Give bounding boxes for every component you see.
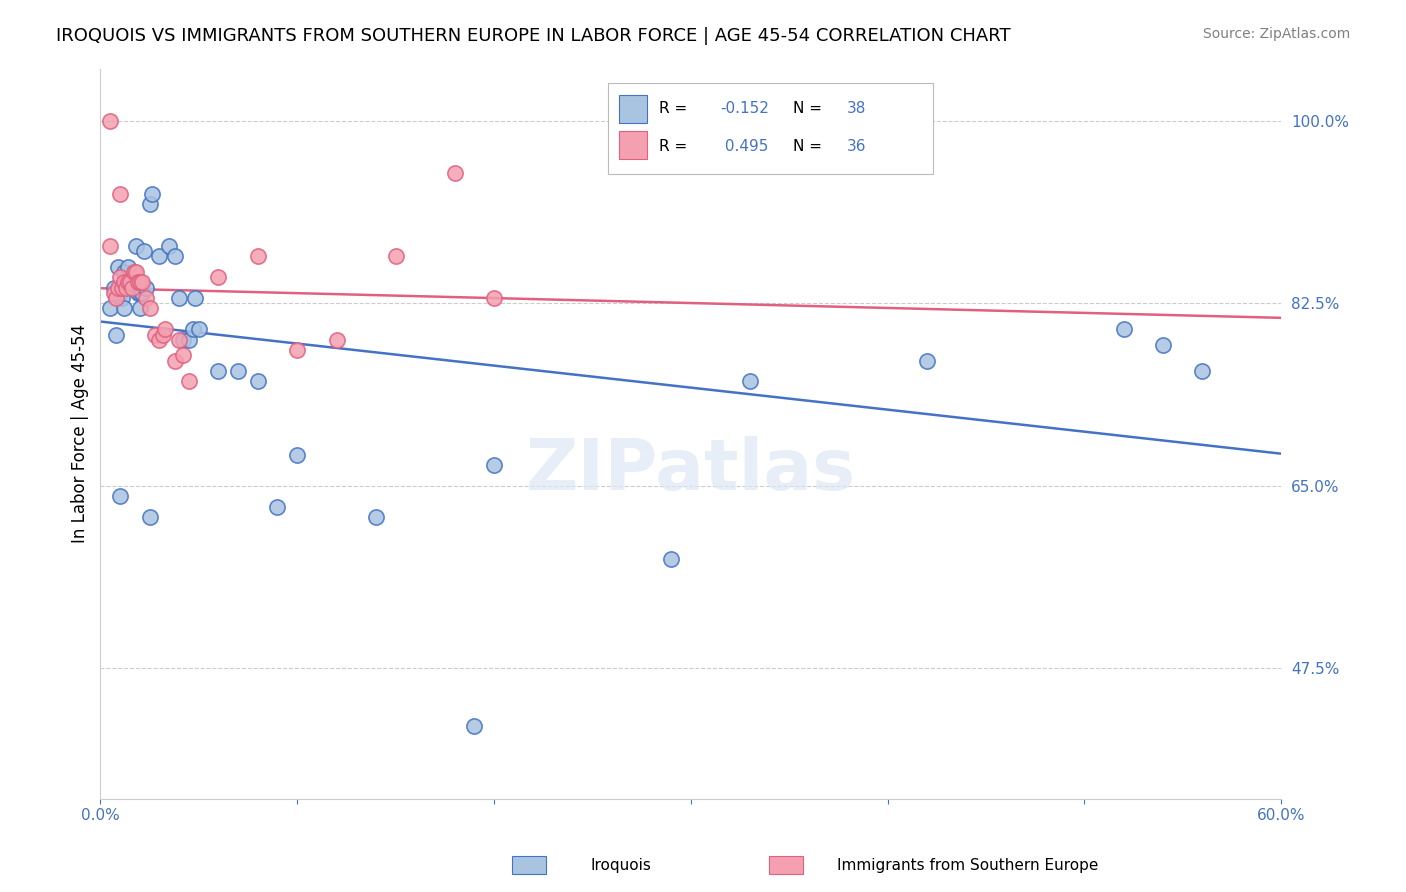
Point: [1112, 322, 1135, 336]
Point: [167, 291, 190, 305]
Point: [107, 260, 129, 274]
Y-axis label: In Labor Force | Age 45-54: In Labor Force | Age 45-54: [72, 324, 89, 543]
Point: [157, 239, 180, 253]
Point: [138, 301, 160, 316]
Point: [138, 510, 160, 524]
Point: [108, 285, 131, 300]
Point: [132, 244, 155, 258]
Point: [128, 301, 150, 316]
Point: [107, 280, 129, 294]
Point: [148, 333, 170, 347]
Text: R =: R =: [659, 139, 692, 154]
Point: [112, 276, 135, 290]
Point: [125, 265, 148, 279]
FancyBboxPatch shape: [619, 131, 647, 159]
Point: [112, 265, 135, 279]
FancyBboxPatch shape: [619, 95, 647, 122]
Point: [111, 280, 134, 294]
FancyBboxPatch shape: [607, 83, 932, 175]
Text: 38: 38: [846, 101, 866, 116]
Point: [482, 458, 505, 472]
Point: [98, 301, 121, 316]
Point: [125, 239, 148, 253]
Point: [177, 375, 200, 389]
Point: [118, 276, 141, 290]
Point: [246, 249, 269, 263]
Point: [738, 375, 761, 389]
Text: R =: R =: [659, 101, 692, 116]
Point: [112, 301, 135, 316]
Text: IROQUOIS VS IMMIGRANTS FROM SOUTHERN EUROPE IN LABOR FORCE | AGE 45-54 CORRELATI: IROQUOIS VS IMMIGRANTS FROM SOUTHERN EUR…: [56, 27, 1011, 45]
Point: [148, 249, 170, 263]
Point: [285, 448, 308, 462]
Point: [915, 353, 938, 368]
Point: [246, 375, 269, 389]
Point: [184, 291, 207, 305]
Point: [443, 166, 465, 180]
Point: [105, 291, 128, 305]
Point: [138, 197, 160, 211]
Point: [384, 249, 406, 263]
Point: [103, 280, 125, 294]
Point: [117, 260, 139, 274]
Text: ZIPatlas: ZIPatlas: [526, 435, 856, 505]
Point: [325, 333, 347, 347]
Point: [115, 280, 138, 294]
Point: [108, 186, 131, 201]
Point: [131, 285, 153, 300]
Point: [131, 276, 153, 290]
Text: -0.152: -0.152: [720, 101, 769, 116]
Point: [482, 291, 505, 305]
Point: [128, 285, 150, 300]
Point: [145, 327, 167, 342]
Point: [155, 322, 177, 336]
Point: [1191, 364, 1213, 378]
Point: [121, 280, 143, 294]
Text: N =: N =: [793, 101, 827, 116]
Point: [266, 500, 288, 514]
Point: [172, 348, 194, 362]
Point: [127, 285, 149, 300]
Point: [659, 551, 682, 566]
Point: [122, 265, 145, 279]
Text: Iroquois: Iroquois: [591, 858, 651, 872]
Point: [141, 186, 163, 201]
Point: [207, 364, 229, 378]
Text: 0.495: 0.495: [720, 139, 769, 154]
Point: [152, 327, 174, 342]
Point: [98, 239, 121, 253]
Point: [105, 327, 128, 342]
Point: [135, 291, 157, 305]
Text: Immigrants from Southern Europe: Immigrants from Southern Europe: [837, 858, 1098, 872]
Text: N =: N =: [793, 139, 827, 154]
Point: [1152, 338, 1174, 352]
Point: [117, 276, 139, 290]
Point: [121, 280, 143, 294]
Point: [172, 333, 194, 347]
Point: [285, 343, 308, 358]
Point: [108, 270, 131, 285]
Point: [226, 364, 249, 378]
Point: [118, 276, 141, 290]
Point: [108, 489, 131, 503]
Point: [128, 276, 150, 290]
Point: [165, 249, 187, 263]
Point: [177, 333, 200, 347]
Point: [165, 353, 187, 368]
Point: [103, 285, 125, 300]
Text: 36: 36: [846, 139, 866, 154]
Point: [127, 276, 149, 290]
Point: [135, 280, 157, 294]
Point: [111, 291, 134, 305]
Point: [364, 510, 387, 524]
Point: [181, 322, 204, 336]
Point: [463, 719, 485, 733]
Point: [207, 270, 229, 285]
Point: [1309, 322, 1331, 336]
Point: [98, 113, 121, 128]
Text: Source: ZipAtlas.com: Source: ZipAtlas.com: [1202, 27, 1350, 41]
Point: [167, 333, 190, 347]
Point: [187, 322, 209, 336]
